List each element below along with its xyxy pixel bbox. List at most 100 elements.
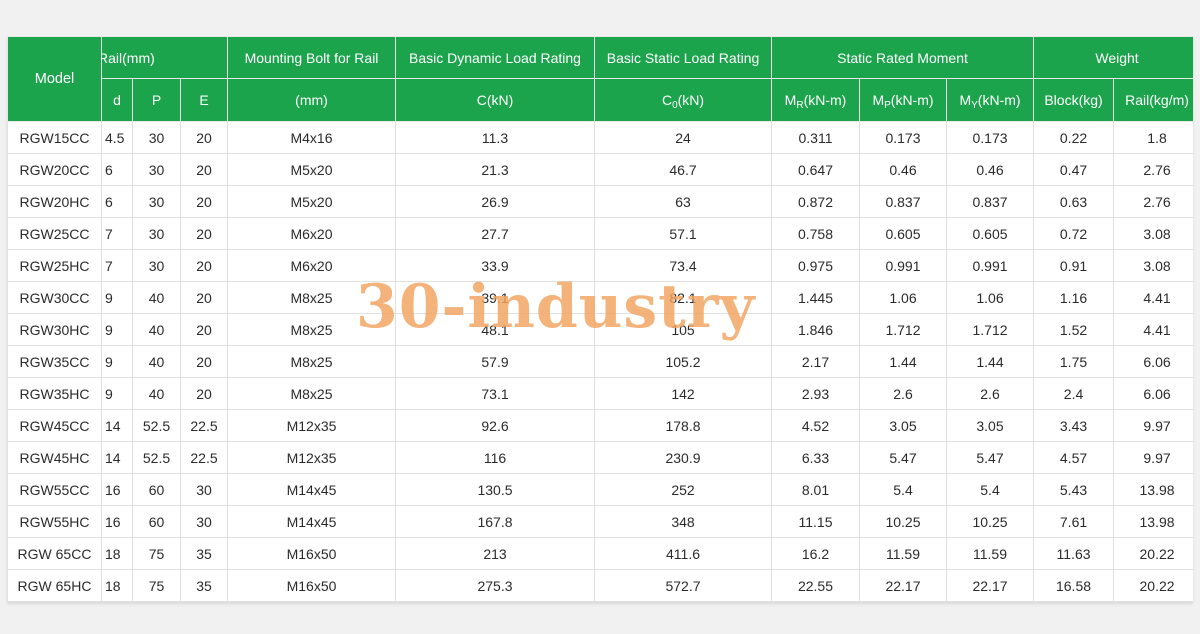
header-static-unit: C0(kN) <box>595 79 772 122</box>
cell-moment-mp: 11.59 <box>860 538 947 570</box>
header-rail-d: d <box>102 79 133 122</box>
cell-static-load: 63 <box>595 186 772 218</box>
cell-moment-mp: 3.05 <box>860 410 947 442</box>
cell-rail-e: 35 <box>181 570 228 602</box>
cell-moment-my: 11.59 <box>947 538 1034 570</box>
cell-rail-e: 22.5 <box>181 442 228 474</box>
cell-rail-p: 30 <box>133 154 181 186</box>
header-row-top: Model Rail(mm) Mounting Bolt for Rail Ba… <box>8 37 1194 79</box>
cell-rail-weight: 2.76 <box>1114 186 1193 218</box>
cell-model: RGW30CC <box>8 282 102 314</box>
cell-block-weight: 2.4 <box>1034 378 1114 410</box>
cell-rail-weight: 4.41 <box>1114 282 1193 314</box>
mr-subscript: R <box>796 100 803 111</box>
cell-bolt: M6x20 <box>228 218 396 250</box>
cell-block-weight: 3.43 <box>1034 410 1114 442</box>
cell-bolt: M4x16 <box>228 122 396 154</box>
mr-symbol: M <box>785 92 797 108</box>
spec-table-panel: Model Rail(mm) Mounting Bolt for Rail Ba… <box>7 36 1193 602</box>
cell-moment-mr: 16.2 <box>772 538 860 570</box>
cell-rail-e: 20 <box>181 186 228 218</box>
cell-moment-mp: 0.991 <box>860 250 947 282</box>
cell-block-weight: 4.57 <box>1034 442 1114 474</box>
cell-bolt: M8x25 <box>228 314 396 346</box>
table-row: RGW30CC 9 40 20 M8x25 39.1 82.1 1.445 1.06 1.06 1.… <box>8 282 1194 314</box>
my-unit: (kN-m) <box>978 92 1021 108</box>
spec-table: Model Rail(mm) Mounting Bolt for Rail Ba… <box>7 36 1193 602</box>
cell-rail-d: 7 <box>102 218 133 250</box>
cell-rail-d: 18 <box>102 570 133 602</box>
cell-moment-mr: 0.311 <box>772 122 860 154</box>
mp-subscript: P <box>884 100 891 111</box>
header-weight: Weight <box>1034 37 1193 79</box>
cell-moment-mp: 1.44 <box>860 346 947 378</box>
cell-rail-e: 20 <box>181 250 228 282</box>
cell-rail-e: 30 <box>181 474 228 506</box>
cell-dynamic-load: 167.8 <box>396 506 595 538</box>
cell-bolt: M8x25 <box>228 378 396 410</box>
cell-block-weight: 0.47 <box>1034 154 1114 186</box>
header-bolt: Mounting Bolt for Rail <box>228 37 396 79</box>
cell-moment-my: 22.17 <box>947 570 1034 602</box>
cell-rail-d: 9 <box>102 282 133 314</box>
cell-moment-mr: 2.17 <box>772 346 860 378</box>
cell-rail-p: 60 <box>133 506 181 538</box>
table-row: RGW30HC 9 40 20 M8x25 48.1 105 1.846 1.712 1.712 1… <box>8 314 1194 346</box>
cell-dynamic-load: 33.9 <box>396 250 595 282</box>
cell-dynamic-load: 26.9 <box>396 186 595 218</box>
cell-rail-d: 9 <box>102 346 133 378</box>
cell-static-load: 411.6 <box>595 538 772 570</box>
cell-moment-mr: 0.872 <box>772 186 860 218</box>
cell-rail-weight: 3.08 <box>1114 218 1193 250</box>
table-row: RGW 65CC 18 75 35 M16x50 213 411.6 16.2 11.59 11.… <box>8 538 1194 570</box>
cell-model: RGW30HC <box>8 314 102 346</box>
cell-moment-mr: 4.52 <box>772 410 860 442</box>
cell-bolt: M12x35 <box>228 410 396 442</box>
cell-rail-p: 30 <box>133 122 181 154</box>
cell-moment-mp: 22.17 <box>860 570 947 602</box>
cell-moment-my: 10.25 <box>947 506 1034 538</box>
cell-model: RGW35CC <box>8 346 102 378</box>
cell-model: RGW20CC <box>8 154 102 186</box>
cell-model: RGW 65CC <box>8 538 102 570</box>
cell-model: RGW45CC <box>8 410 102 442</box>
cell-rail-d: 6 <box>102 154 133 186</box>
cell-moment-mp: 10.25 <box>860 506 947 538</box>
cell-bolt: M16x50 <box>228 538 396 570</box>
mp-symbol: M <box>872 92 884 108</box>
cell-dynamic-load: 11.3 <box>396 122 595 154</box>
cell-bolt: M14x45 <box>228 506 396 538</box>
cell-static-load: 142 <box>595 378 772 410</box>
cell-rail-e: 20 <box>181 282 228 314</box>
cell-moment-my: 1.712 <box>947 314 1034 346</box>
cell-model: RGW25HC <box>8 250 102 282</box>
header-rail-p: P <box>133 79 181 122</box>
cell-static-load: 24 <box>595 122 772 154</box>
cell-rail-weight: 20.22 <box>1114 570 1193 602</box>
cell-block-weight: 1.52 <box>1034 314 1114 346</box>
my-subscript: Y <box>971 100 978 111</box>
cell-rail-e: 35 <box>181 538 228 570</box>
header-dynamic-unit: C(kN) <box>396 79 595 122</box>
cell-rail-e: 20 <box>181 218 228 250</box>
cell-rail-p: 40 <box>133 346 181 378</box>
table-row: RGW15CC 4.5 30 20 M4x16 11.3 24 0.311 0.173 0.173… <box>8 122 1194 154</box>
cell-moment-mr: 0.758 <box>772 218 860 250</box>
static-symbol: C <box>662 92 672 108</box>
cell-rail-e: 20 <box>181 378 228 410</box>
cell-dynamic-load: 27.7 <box>396 218 595 250</box>
cell-moment-my: 5.4 <box>947 474 1034 506</box>
cell-static-load: 105.2 <box>595 346 772 378</box>
table-row: RGW55HC 16 60 30 M14x45 167.8 348 11.15 10.25 10.… <box>8 506 1194 538</box>
cell-static-load: 46.7 <box>595 154 772 186</box>
table-row: RGW55CC 16 60 30 M14x45 130.5 252 8.01 5.4 5.4 5.4… <box>8 474 1194 506</box>
cell-rail-p: 30 <box>133 186 181 218</box>
my-symbol: M <box>959 92 971 108</box>
cell-moment-mr: 11.15 <box>772 506 860 538</box>
header-rail: Rail(mm) <box>102 37 228 79</box>
cell-moment-my: 0.991 <box>947 250 1034 282</box>
cell-rail-e: 30 <box>181 506 228 538</box>
header-row-units: d P E (mm) C(kN) C0(kN) MR(kN-m) MP(kN-m… <box>8 79 1194 122</box>
header-bolt-unit: (mm) <box>228 79 396 122</box>
cell-rail-e: 20 <box>181 122 228 154</box>
